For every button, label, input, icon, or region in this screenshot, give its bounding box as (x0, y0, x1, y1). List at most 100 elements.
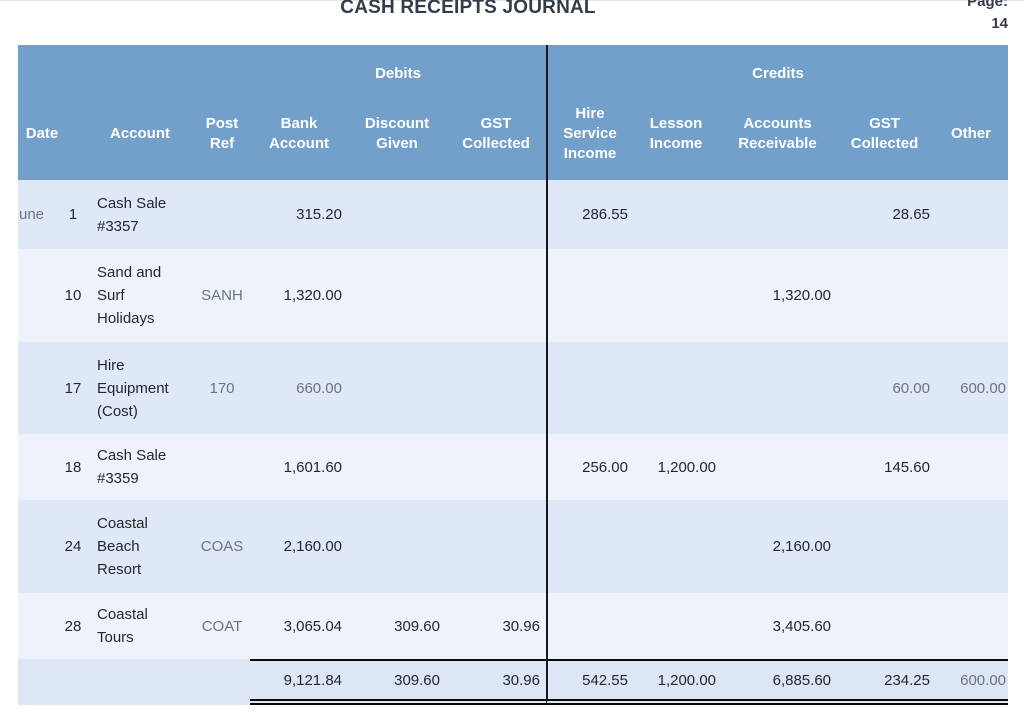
total-other: 600.00 (934, 659, 1009, 705)
cell-hire-service-income: 286.55 (546, 180, 632, 249)
cell-accounts-receivable: 3,405.60 (720, 593, 835, 659)
table-row: 24 Coastal Beach Resort COAS 2,160.00 2,… (18, 500, 1009, 593)
page-indicator: Page: 14 (967, 0, 1008, 35)
cell-date-month: une (18, 180, 46, 249)
cell-gst-collected-credit: 28.65 (835, 180, 934, 249)
cell-date-day: 17 (46, 342, 86, 434)
cell-gst-collected-debit (446, 342, 546, 434)
cell-lesson-income (632, 593, 720, 659)
cell-bank-account: 3,065.04 (250, 593, 348, 659)
cell-gst-collected-debit (446, 500, 546, 593)
group-header-row: Debits Credits (18, 45, 1009, 93)
total-discount-given: 309.60 (348, 659, 446, 705)
cell-date-month (18, 249, 46, 342)
cell-gst-collected-debit (446, 434, 546, 500)
totals-spacer (194, 659, 250, 705)
cell-lesson-income (632, 180, 720, 249)
cell-date-day: 28 (46, 593, 86, 659)
cell-date-day: 10 (46, 249, 86, 342)
col-header-post-ref: Post Ref (194, 93, 250, 180)
cell-date-month (18, 593, 46, 659)
cell-accounts-receivable (720, 434, 835, 500)
group-header-spacer (18, 45, 250, 93)
col-header-gst-collected-debit: GST Collected (446, 93, 546, 180)
cell-accounts-receivable (720, 180, 835, 249)
cell-discount-given (348, 180, 446, 249)
cell-accounts-receivable: 2,160.00 (720, 500, 835, 593)
totals-spacer (86, 659, 194, 705)
cell-bank-account: 660.00 (250, 342, 348, 434)
col-header-other: Other (934, 93, 1009, 180)
cell-gst-collected-credit: 145.60 (835, 434, 934, 500)
cell-date-month (18, 500, 46, 593)
top-divider (0, 0, 1024, 1)
cell-gst-collected-debit (446, 180, 546, 249)
cell-gst-collected-credit (835, 500, 934, 593)
cell-accounts-receivable (720, 342, 835, 434)
page-number: 14 (991, 15, 1008, 32)
table-row: 18 Cash Sale #3359 1,601.60 256.00 1,200… (18, 434, 1009, 500)
col-header-accounts-receivable: Accounts Receivable (720, 93, 835, 180)
total-bank-account: 9,121.84 (250, 659, 348, 705)
total-hire-service-income: 542.55 (546, 659, 632, 705)
cell-discount-given (348, 434, 446, 500)
cell-account: Coastal Tours (86, 593, 194, 659)
cell-date-day: 18 (46, 434, 86, 500)
cell-post-ref: SANH (194, 249, 250, 342)
col-header-date: Date (18, 93, 86, 180)
cell-discount-given (348, 342, 446, 434)
cell-bank-account: 1,320.00 (250, 249, 348, 342)
table-row: une 1 Cash Sale #3357 315.20 286.55 28.6… (18, 180, 1009, 249)
cell-gst-collected-credit (835, 593, 934, 659)
totals-row: 9,121.84 309.60 30.96 542.55 1,200.00 6,… (18, 659, 1009, 705)
cell-bank-account: 315.20 (250, 180, 348, 249)
col-header-bank-account: Bank Account (250, 93, 348, 180)
cell-date-day: 24 (46, 500, 86, 593)
totals-spacer (18, 659, 46, 705)
table-row: 10 Sand and Surf Holidays SANH 1,320.00 … (18, 249, 1009, 342)
cell-gst-collected-debit: 30.96 (446, 593, 546, 659)
cell-other (934, 434, 1009, 500)
cell-post-ref (194, 434, 250, 500)
col-header-lesson-income: Lesson Income (632, 93, 720, 180)
total-lesson-income: 1,200.00 (632, 659, 720, 705)
cell-gst-collected-credit: 60.00 (835, 342, 934, 434)
page-title: CASH RECEIPTS JOURNAL (340, 0, 596, 18)
cell-account: Hire Equipment (Cost) (86, 342, 194, 434)
table-row: 28 Coastal Tours COAT 3,065.04 309.60 30… (18, 593, 1009, 659)
cell-lesson-income (632, 249, 720, 342)
column-header-row: Date Account Post Ref Bank Account Disco… (18, 93, 1009, 180)
cell-account: Sand and Surf Holidays (86, 249, 194, 342)
cell-hire-service-income (546, 593, 632, 659)
cell-discount-given (348, 500, 446, 593)
cell-post-ref: 170 (194, 342, 250, 434)
cell-gst-collected-debit (446, 249, 546, 342)
cell-lesson-income (632, 500, 720, 593)
cell-date-month (18, 434, 46, 500)
cell-lesson-income (632, 342, 720, 434)
credits-group-header: Credits (546, 45, 1009, 93)
cell-hire-service-income: 256.00 (546, 434, 632, 500)
col-header-account: Account (86, 93, 194, 180)
cell-date-day: 1 (46, 180, 86, 249)
cell-discount-given (348, 249, 446, 342)
page-label: Page: (967, 0, 1008, 10)
cell-account: Cash Sale #3359 (86, 434, 194, 500)
total-gst-collected-credit: 234.25 (835, 659, 934, 705)
cell-post-ref: COAS (194, 500, 250, 593)
cell-post-ref (194, 180, 250, 249)
cell-discount-given: 309.60 (348, 593, 446, 659)
cell-hire-service-income (546, 342, 632, 434)
cell-post-ref: COAT (194, 593, 250, 659)
cell-hire-service-income (546, 500, 632, 593)
cell-other (934, 500, 1009, 593)
cell-other (934, 249, 1009, 342)
cell-lesson-income: 1,200.00 (632, 434, 720, 500)
cell-account: Coastal Beach Resort (86, 500, 194, 593)
totals-spacer (46, 659, 86, 705)
cell-accounts-receivable: 1,320.00 (720, 249, 835, 342)
cell-other (934, 180, 1009, 249)
total-gst-collected-debit: 30.96 (446, 659, 546, 705)
cell-gst-collected-credit (835, 249, 934, 342)
col-header-discount-given: Discount Given (348, 93, 446, 180)
